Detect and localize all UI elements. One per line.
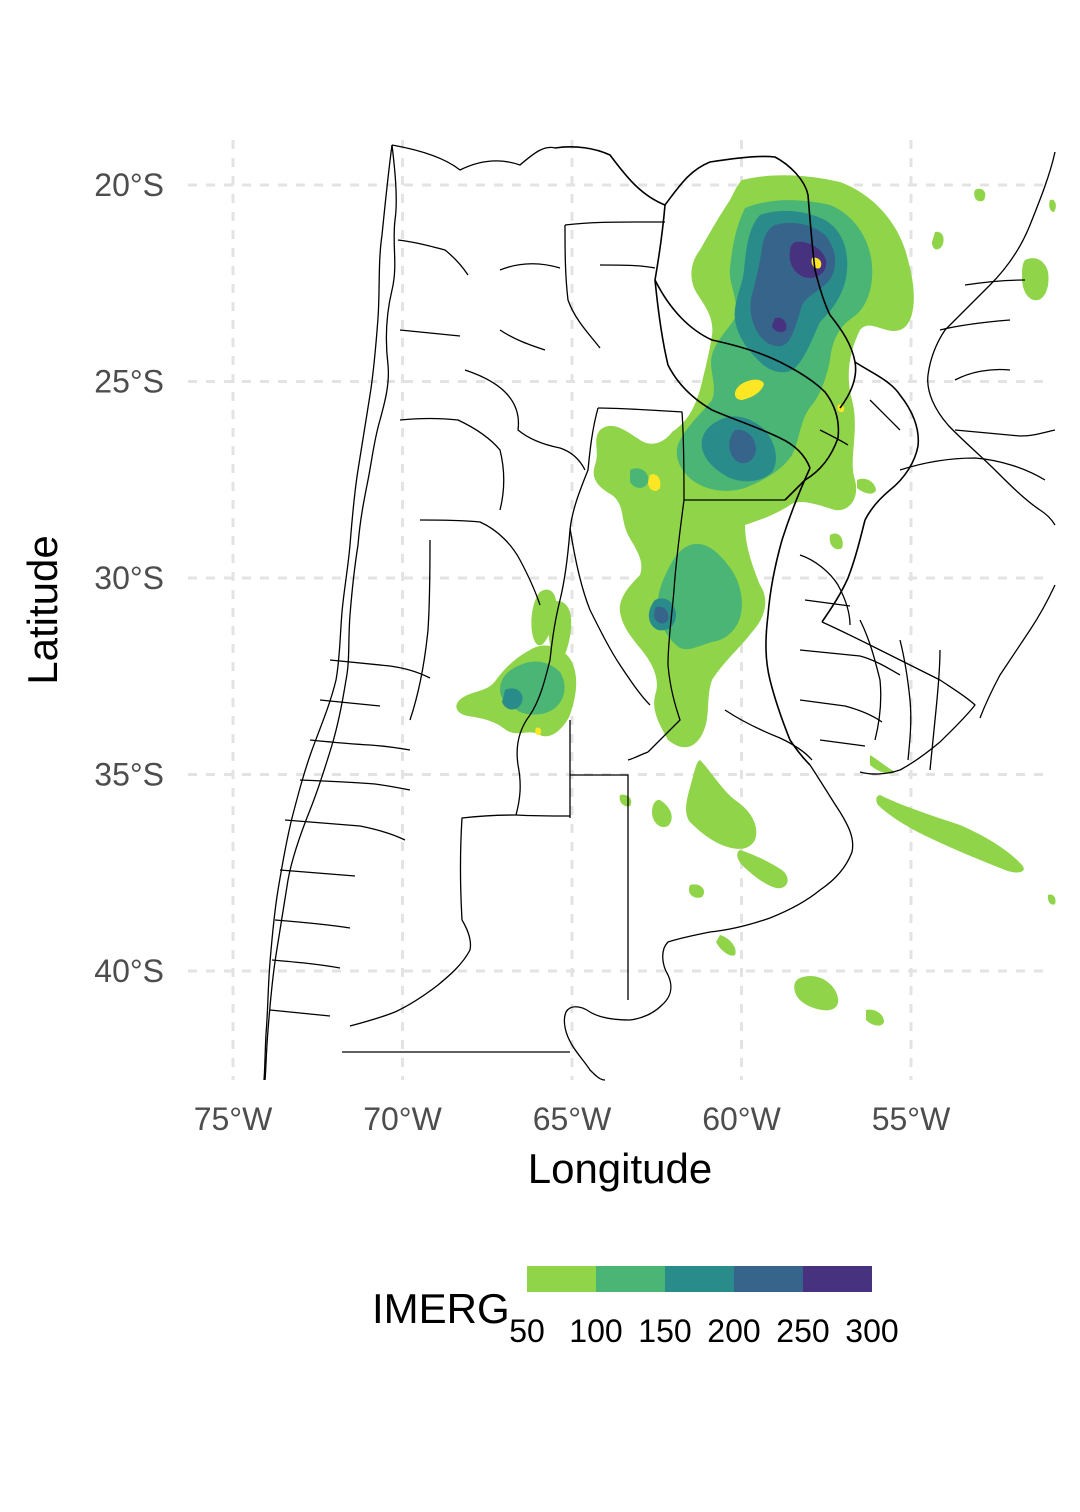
x-tick-label: 60°W bbox=[702, 1101, 781, 1137]
legend-break-label: 50 bbox=[509, 1313, 545, 1349]
precip-level-300-peaks bbox=[535, 257, 845, 736]
y-tick-label: 35°S bbox=[94, 757, 164, 793]
legend: IMERG 50 100 150 200 250 300 bbox=[372, 1266, 899, 1349]
x-tick-label: 65°W bbox=[533, 1101, 612, 1137]
legend-bin bbox=[734, 1266, 803, 1292]
legend-bin bbox=[803, 1266, 872, 1292]
y-tick-label: 30°S bbox=[94, 560, 164, 596]
y-tick-label: 40°S bbox=[94, 953, 164, 989]
legend-colorbar bbox=[527, 1266, 872, 1292]
legend-bin bbox=[527, 1266, 596, 1292]
political-borders bbox=[263, 144, 1056, 1081]
legend-break-label: 250 bbox=[776, 1313, 829, 1349]
legend-break-label: 300 bbox=[845, 1313, 898, 1349]
x-tick-label: 55°W bbox=[872, 1101, 951, 1137]
x-tick-label: 70°W bbox=[363, 1101, 442, 1137]
legend-break-label: 200 bbox=[707, 1313, 760, 1349]
legend-bin bbox=[665, 1266, 734, 1292]
y-tick-label: 25°S bbox=[94, 364, 164, 400]
x-axis-title: Longitude bbox=[528, 1145, 713, 1192]
y-axis-title: Latitude bbox=[19, 535, 66, 684]
x-tick-label: 75°W bbox=[194, 1101, 273, 1137]
x-axis-ticks: 75°W 70°W 65°W 60°W 55°W bbox=[194, 1101, 951, 1137]
y-axis-ticks: 20°S 25°S 30°S 35°S 40°S bbox=[94, 167, 164, 989]
precip-level-250 bbox=[772, 241, 827, 333]
legend-break-label: 150 bbox=[638, 1313, 691, 1349]
precipitation-field bbox=[456, 175, 1056, 1026]
legend-bin bbox=[596, 1266, 665, 1292]
y-tick-label: 20°S bbox=[94, 167, 164, 203]
legend-title: IMERG bbox=[372, 1285, 510, 1332]
legend-labels: 50 100 150 200 250 300 bbox=[509, 1313, 898, 1349]
legend-break-label: 100 bbox=[569, 1313, 622, 1349]
